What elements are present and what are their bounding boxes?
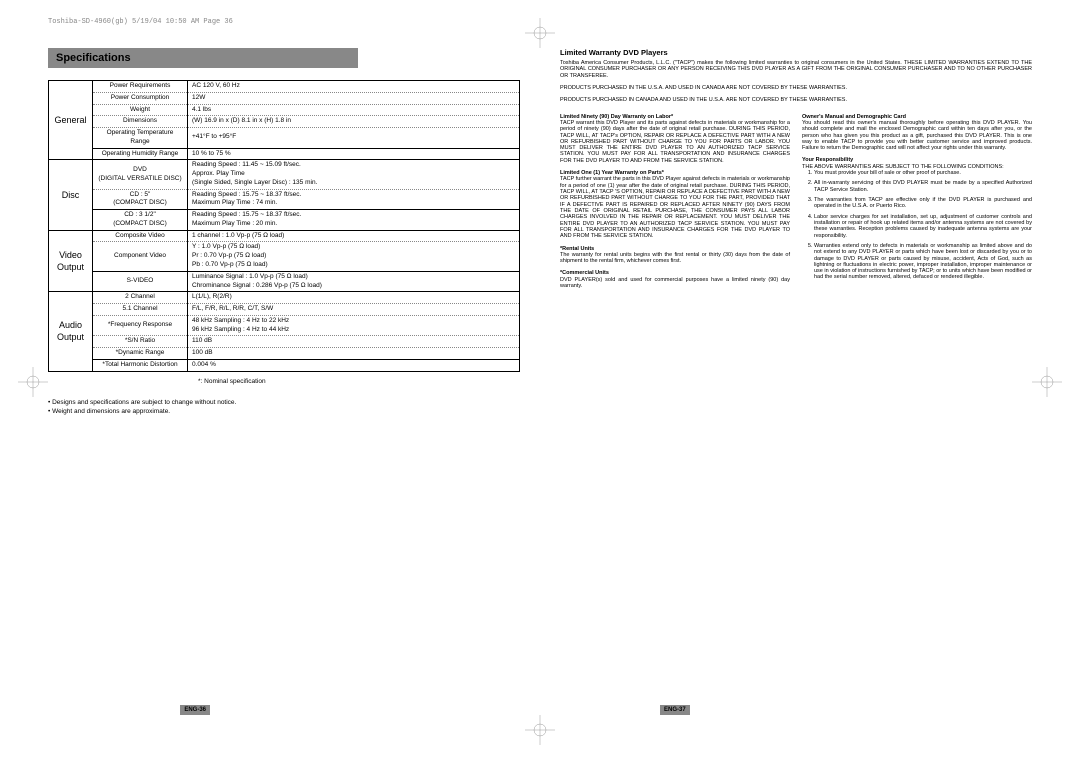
spec-label: Weight bbox=[93, 104, 188, 116]
col1-h3: *Rental Units bbox=[560, 246, 594, 252]
col1-p1: TACP warrant this DVD Player and its par… bbox=[560, 120, 790, 164]
spec-value: Luminance Signal : 1.0 Vp-p (75 Ω load)C… bbox=[188, 271, 520, 292]
spec-label: DVD(DIGITAL VERSATILE DISC) bbox=[93, 160, 188, 189]
cropmark-bottom bbox=[525, 715, 555, 745]
warranty-intro-2: PRODUCTS PURCHASED IN THE U.S.A. AND USE… bbox=[560, 85, 1032, 91]
footnote-bullets: • Designs and specifications are subject… bbox=[48, 398, 520, 416]
page-left: Specifications GeneralPower Requirements… bbox=[48, 48, 520, 715]
bullet-1: • Designs and specifications are subject… bbox=[48, 398, 520, 407]
spec-label: CD : 3 1/2"(COMPACT DISC) bbox=[93, 210, 188, 231]
spec-value: F/L, F/R, R/L, R/R, C/T, S/W bbox=[188, 304, 520, 316]
col1-p4: DVD PLAYER(s) sold and used for commerci… bbox=[560, 277, 790, 289]
bullet-2: • Weight and dimensions are approximate. bbox=[48, 407, 520, 416]
spec-value: 4.1 lbs bbox=[188, 104, 520, 116]
spec-label: Operating Humidity Range bbox=[93, 148, 188, 160]
spec-value: 0.004 % bbox=[188, 359, 520, 371]
col2-p1: You should read this owner's manual thor… bbox=[802, 120, 1032, 151]
responsibility-item: All in-warranty servicing of this DVD PL… bbox=[814, 180, 1032, 193]
warranty-intro-1: Toshiba America Consumer Products, L.L.C… bbox=[560, 60, 1032, 79]
spec-value: AC 120 V, 60 Hz bbox=[188, 81, 520, 93]
col2-h1: Owner's Manual and Demographic Card bbox=[802, 114, 906, 120]
spec-label: Composite Video bbox=[93, 230, 188, 242]
category-cell: AudioOutput bbox=[49, 292, 93, 371]
spec-label: Power Consumption bbox=[93, 92, 188, 104]
spec-value: 48 kHz Sampling : 4 Hz to 22 kHz96 kHz S… bbox=[188, 315, 520, 336]
spec-label: 5.1 Channel bbox=[93, 304, 188, 316]
spec-label: *Frequency Response bbox=[93, 315, 188, 336]
responsibility-item: Labor service charges for set installati… bbox=[814, 214, 1032, 239]
spec-label: *Total Harmonic Distortion bbox=[93, 359, 188, 371]
spec-value: 100 dB bbox=[188, 348, 520, 360]
responsibility-item: Warranties extend only to defects in mat… bbox=[814, 243, 1032, 281]
warranty-title: Limited Warranty DVD Players bbox=[560, 48, 1032, 57]
spec-label: Dimensions bbox=[93, 116, 188, 128]
page-number-right: ENG-37 bbox=[660, 705, 690, 715]
nominal-spec-note: *: Nominal specification bbox=[198, 378, 520, 386]
spec-value: L(1/L), R(2/R) bbox=[188, 292, 520, 304]
spec-value: 110 dB bbox=[188, 336, 520, 348]
col1-p2: TACP further warrant the parts in this D… bbox=[560, 176, 790, 239]
spec-label: *Dynamic Range bbox=[93, 348, 188, 360]
spec-label: Operating Temperature Range bbox=[93, 128, 188, 149]
spec-value: Y : 1.0 Vp-p (75 Ω load)Pr : 0.70 Vp-p (… bbox=[188, 242, 520, 271]
spec-value: Reading Speed : 11.45 ~ 15.09 ft/sec.App… bbox=[188, 160, 520, 189]
cropmark-top bbox=[525, 18, 555, 48]
spec-label: S-VIDEO bbox=[93, 271, 188, 292]
spec-label: Component Video bbox=[93, 242, 188, 271]
spec-label: Power Requirements bbox=[93, 81, 188, 93]
spec-label: 2 Channel bbox=[93, 292, 188, 304]
responsibility-item: You must provide your bill of sale or ot… bbox=[814, 170, 1032, 176]
spec-value: 1 channel : 1.0 Vp-p (75 Ω load) bbox=[188, 230, 520, 242]
cropmark-left bbox=[18, 367, 48, 397]
category-cell: VideoOutput bbox=[49, 230, 93, 292]
warranty-col-1: Limited Ninety (90) Day Warranty on Labo… bbox=[560, 114, 790, 296]
page-right: Limited Warranty DVD Players Toshiba Ame… bbox=[560, 48, 1032, 715]
spec-value: (W) 16.9 in x (D) 8.1 in x (H) 1.8 in bbox=[188, 116, 520, 128]
page-number-left: ENG-36 bbox=[180, 705, 210, 715]
responsibility-list: You must provide your bill of sale or ot… bbox=[802, 170, 1032, 281]
col2-p2: THE ABOVE WARRANTIES ARE SUBJECT TO THE … bbox=[802, 164, 1004, 170]
specifications-table: GeneralPower RequirementsAC 120 V, 60 Hz… bbox=[48, 80, 520, 372]
responsibility-item: The warranties from TACP are effective o… bbox=[814, 197, 1032, 210]
col1-p3: The warranty for rental units begins wit… bbox=[560, 252, 790, 264]
col2-h2: Your Responsibility bbox=[802, 157, 853, 163]
col1-h4: *Commercial Units bbox=[560, 270, 609, 276]
warranty-intro-3: PRODUCTS PURCHASED IN CANADA AND USED IN… bbox=[560, 97, 1032, 103]
spec-value: 12W bbox=[188, 92, 520, 104]
section-title-specifications: Specifications bbox=[48, 48, 358, 68]
spec-value: Reading Speed : 15.75 ~ 18.37 ft/sec.Max… bbox=[188, 189, 520, 210]
category-cell: Disc bbox=[49, 160, 93, 230]
spec-value: +41°F to +95°F bbox=[188, 128, 520, 149]
warranty-col-2: Owner's Manual and Demographic CardYou s… bbox=[802, 114, 1032, 296]
spec-label: *S/N Ratio bbox=[93, 336, 188, 348]
spec-value: Reading Speed : 15.75 ~ 18.37 ft/sec.Max… bbox=[188, 210, 520, 231]
file-header-text: Toshiba-SD-4960(gb) 5/19/04 10:50 AM Pag… bbox=[48, 18, 233, 26]
col1-h2: Limited One (1) Year Warranty on Parts* bbox=[560, 170, 664, 176]
spec-value: 10 % to 75 % bbox=[188, 148, 520, 160]
spec-label: CD : 5"(COMPACT DISC) bbox=[93, 189, 188, 210]
col1-h1: Limited Ninety (90) Day Warranty on Labo… bbox=[560, 114, 673, 120]
category-cell: General bbox=[49, 81, 93, 160]
cropmark-right bbox=[1032, 367, 1062, 397]
